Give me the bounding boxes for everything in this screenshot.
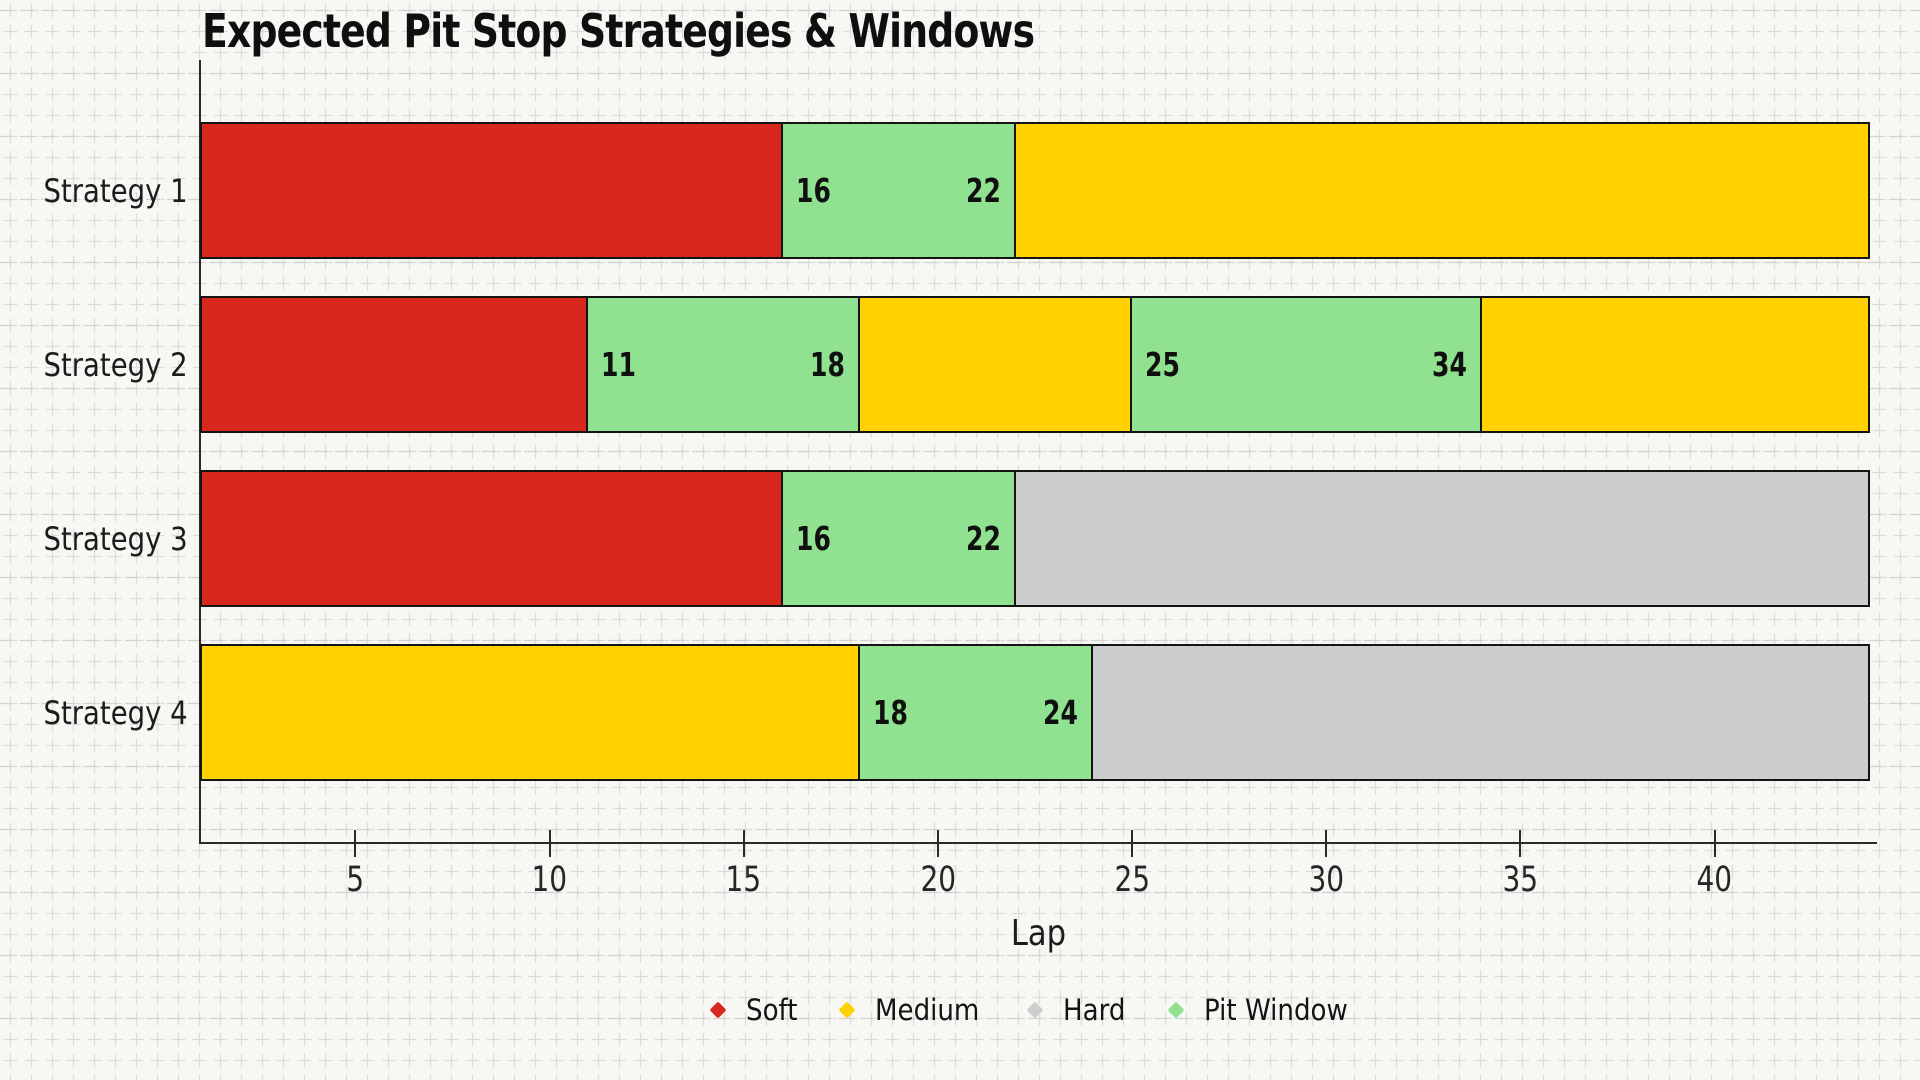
- segment-medium: [200, 644, 861, 781]
- pit-window-end-label: 22: [965, 519, 1001, 558]
- legend-label: Medium: [875, 993, 980, 1027]
- segment-pit-window: 25 34: [1130, 296, 1482, 433]
- legend-item-hard: Hard: [1026, 993, 1132, 1027]
- segment-pit-window: 16 22: [780, 470, 1016, 607]
- x-tick-mark: [1519, 830, 1522, 857]
- legend-item-medium: Medium: [838, 993, 991, 1027]
- x-tick-label: 30: [1308, 860, 1345, 900]
- bar-row-3: 16 22: [0, 470, 1920, 607]
- legend: Soft Medium Hard Pit Window: [200, 986, 1876, 1034]
- x-tick-mark: [548, 830, 551, 857]
- x-tick-mark: [1131, 830, 1134, 857]
- legend-label: Soft: [745, 993, 798, 1027]
- bar-row-4: 18 24: [0, 644, 1920, 781]
- x-tick-mark: [354, 830, 357, 857]
- x-tick-mark: [1325, 830, 1328, 857]
- chart-title: Expected Pit Stop Strategies & Windows: [202, 4, 1035, 58]
- segment-medium: [858, 296, 1133, 433]
- y-axis-label-1: Strategy 1: [43, 171, 188, 210]
- legend-label: Hard: [1062, 993, 1126, 1027]
- x-axis-title-text: Lap: [1010, 913, 1066, 954]
- x-tick-mark: [1713, 830, 1716, 857]
- pit-window-start-label: 16: [795, 171, 831, 210]
- x-tick-label: 5: [346, 860, 365, 900]
- segment-medium: [1479, 296, 1870, 433]
- pit-window-start-label: 11: [601, 345, 637, 384]
- y-axis-label-3: Strategy 3: [43, 519, 188, 558]
- segment-hard: [1091, 644, 1870, 781]
- segment-soft: [200, 296, 589, 433]
- pit-window-end-label: 18: [810, 345, 846, 384]
- legend-label: Pit Window: [1204, 993, 1349, 1027]
- x-tick-mark: [936, 830, 939, 857]
- pit-window-end-label: 34: [1431, 345, 1467, 384]
- pit-window-end-label: 24: [1043, 693, 1079, 732]
- y-axis-label-4: Strategy 4: [43, 693, 188, 732]
- legend-diamond-icon: [1026, 1001, 1044, 1019]
- segment-soft: [200, 470, 783, 607]
- legend-diamond-icon: [1167, 1001, 1185, 1019]
- x-tick-label: 10: [531, 860, 568, 900]
- pit-window-start-label: 16: [795, 519, 831, 558]
- segment-pit-window: 16 22: [780, 122, 1016, 259]
- x-tick-label: 25: [1114, 860, 1150, 900]
- x-tick-mark: [742, 830, 745, 857]
- legend-item-soft: Soft: [709, 993, 803, 1027]
- x-tick-label: 40: [1696, 860, 1733, 900]
- segment-soft: [200, 122, 783, 259]
- legend-diamond-icon: [709, 1001, 727, 1019]
- x-axis-title: Lap: [200, 913, 1876, 954]
- x-tick-label: 15: [725, 860, 762, 900]
- y-axis-line: [199, 60, 201, 844]
- pit-window-start-label: 25: [1145, 345, 1180, 384]
- x-tick-label: 20: [920, 860, 956, 900]
- y-axis-label-2: Strategy 2: [43, 345, 188, 384]
- bar-row-2: 11 18 25 34: [0, 296, 1920, 433]
- segment-medium: [1013, 122, 1870, 259]
- pit-window-end-label: 22: [965, 171, 1001, 210]
- legend-diamond-icon: [838, 1001, 856, 1019]
- x-tick-label: 35: [1502, 860, 1539, 900]
- legend-item-pit-window: Pit Window: [1167, 993, 1364, 1027]
- bar-row-1: 16 22: [0, 122, 1920, 259]
- x-axis-line: [199, 842, 1877, 844]
- segment-pit-window: 11 18: [586, 296, 861, 433]
- segment-hard: [1013, 470, 1870, 607]
- segment-pit-window: 18 24: [858, 644, 1094, 781]
- pit-window-start-label: 18: [873, 693, 909, 732]
